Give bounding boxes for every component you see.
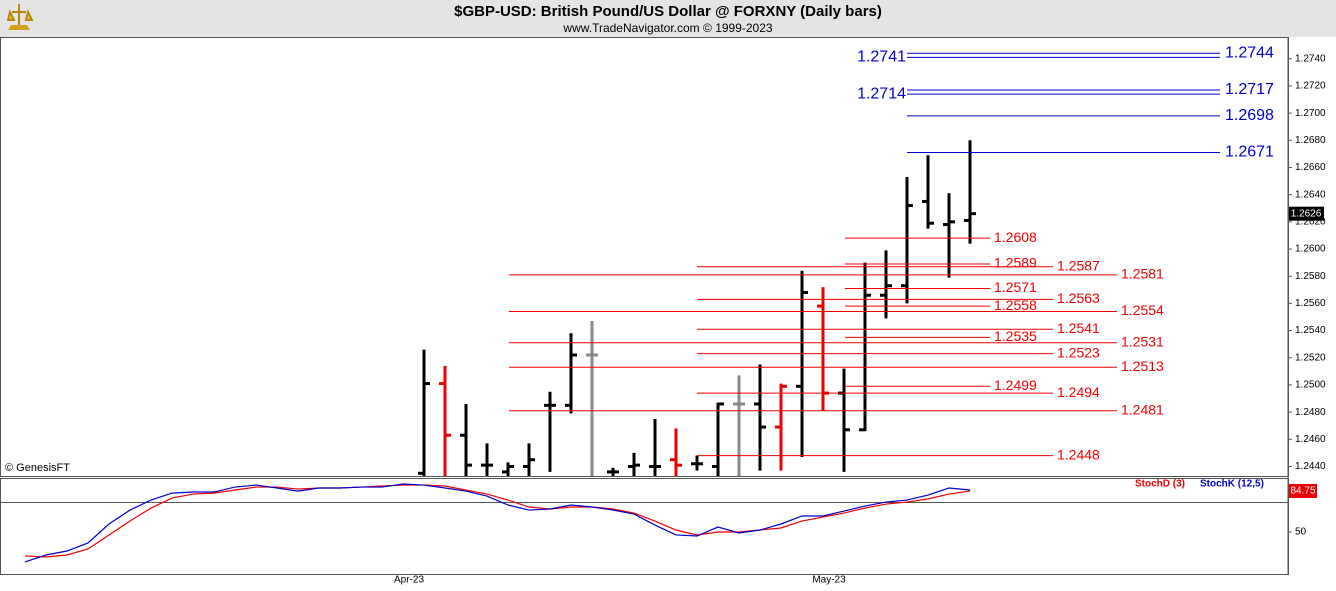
- stoch-line: [24, 484, 971, 558]
- level-label: 1.2523: [1057, 344, 1100, 360]
- level-label: 1.2714: [857, 85, 906, 102]
- legend-label: StochD (3): [1135, 479, 1185, 490]
- level-label: 1.2608: [994, 229, 1037, 245]
- chart-subtitle: www.TradeNavigator.com © 1999-2023: [562, 21, 772, 35]
- x-tick-label: Apr-23: [394, 575, 424, 586]
- level-label: 1.2513: [1121, 358, 1164, 374]
- y-tick-label: 1.2700: [1295, 108, 1326, 119]
- y-tick-label: 1.2500: [1295, 380, 1326, 391]
- logo: [6, 4, 34, 30]
- last-price-box: [1289, 206, 1324, 221]
- level-label: 1.2541: [1057, 320, 1100, 336]
- level-label: 1.2741: [857, 49, 906, 66]
- header-band: [0, 0, 1336, 37]
- level-label: 1.2717: [1225, 81, 1274, 98]
- y-tick-label: 1.2740: [1295, 53, 1326, 64]
- level-label: 1.2481: [1121, 401, 1164, 417]
- level-label: 1.2494: [1057, 384, 1100, 400]
- y-tick-label: 50: [1295, 527, 1307, 538]
- y-tick-label: 1.2720: [1295, 81, 1326, 92]
- y-tick-label: 1.2560: [1295, 298, 1326, 309]
- level-label: 1.2531: [1121, 334, 1164, 350]
- last-value-box: [1289, 484, 1317, 498]
- y-tick-label: 1.2440: [1295, 461, 1326, 472]
- legend-label: StochK (12,5): [1200, 479, 1264, 490]
- y-tick-label: 1.2600: [1295, 244, 1326, 255]
- stoch-plot: [1, 483, 1288, 563]
- last-price-label: 1.2626: [1291, 208, 1322, 219]
- level-label: 1.2698: [1225, 107, 1274, 124]
- level-label: 1.2589: [994, 255, 1037, 271]
- level-label: 1.2535: [994, 328, 1037, 344]
- y-tick-label: 1.2660: [1295, 162, 1326, 173]
- last-value-label: 84.75: [1290, 486, 1315, 497]
- y-tick-label: 1.2540: [1295, 325, 1326, 336]
- level-label: 1.2563: [1057, 290, 1100, 306]
- x-tick-label: May-23: [812, 575, 846, 586]
- level-label: 1.2581: [1121, 266, 1164, 282]
- chart-title: $GBP-USD: British Pound/US Dollar @ FORX…: [454, 3, 882, 20]
- level-label: 1.2671: [1225, 144, 1274, 161]
- level-label: 1.2558: [994, 297, 1037, 313]
- stoch-line: [24, 483, 971, 563]
- level-label: 1.2744: [1225, 45, 1274, 62]
- y-tick-label: 1.2580: [1295, 271, 1326, 282]
- price-plot: [418, 52, 1220, 476]
- level-label: 1.2587: [1057, 257, 1100, 273]
- y-tick-label: 1.2460: [1295, 434, 1326, 445]
- y-tick-label: 1.2620: [1295, 216, 1326, 227]
- level-label: 1.2571: [994, 279, 1037, 295]
- y-tick-label: 1.2680: [1295, 135, 1326, 146]
- y-tick-label: 1.2520: [1295, 352, 1326, 363]
- level-label: 1.2554: [1121, 302, 1164, 318]
- level-label: 1.2499: [994, 377, 1037, 393]
- y-tick-label: 1.2640: [1295, 189, 1326, 200]
- y-tick-label: 1.2480: [1295, 407, 1326, 418]
- credit: © GenesisFT: [5, 462, 70, 474]
- level-label: 1.2448: [1057, 446, 1100, 462]
